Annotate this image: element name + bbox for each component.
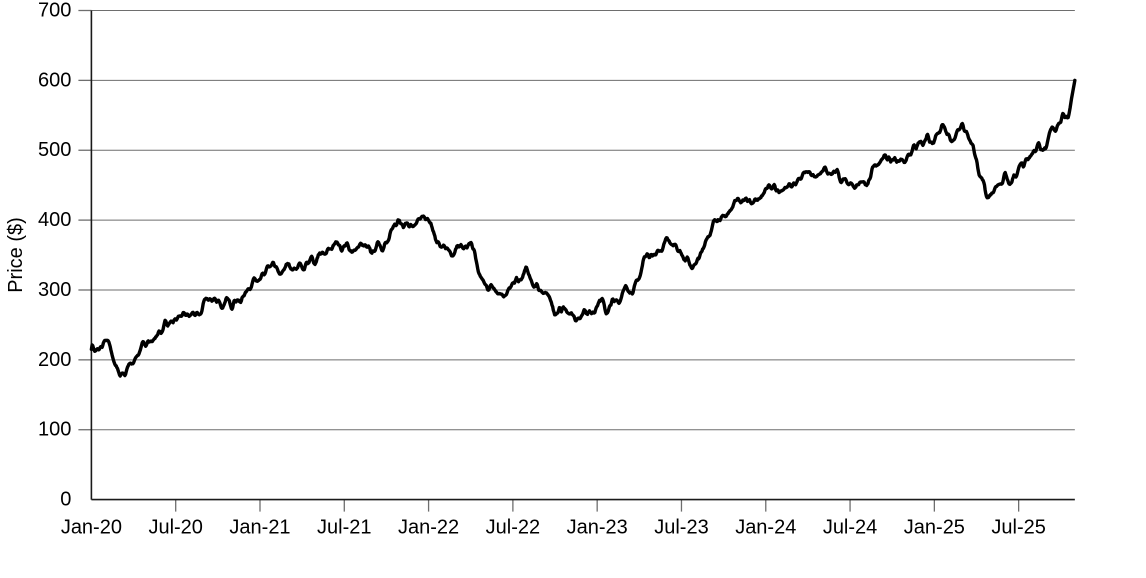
svg-text:400: 400 bbox=[38, 209, 71, 231]
svg-text:0: 0 bbox=[60, 489, 71, 511]
svg-text:Jul-24: Jul-24 bbox=[823, 517, 877, 539]
svg-text:300: 300 bbox=[38, 279, 71, 301]
svg-text:Jan-24: Jan-24 bbox=[735, 517, 796, 539]
svg-text:Jul-23: Jul-23 bbox=[654, 517, 708, 539]
svg-text:200: 200 bbox=[38, 349, 71, 371]
svg-text:Price ($): Price ($) bbox=[5, 217, 27, 293]
svg-text:700: 700 bbox=[38, 0, 71, 22]
svg-text:100: 100 bbox=[38, 419, 71, 441]
svg-text:Jan-25: Jan-25 bbox=[904, 517, 965, 539]
svg-text:Jul-21: Jul-21 bbox=[317, 517, 371, 539]
svg-text:Jul-20: Jul-20 bbox=[148, 517, 202, 539]
svg-text:Jan-23: Jan-23 bbox=[567, 517, 628, 539]
svg-text:Jul-22: Jul-22 bbox=[486, 517, 540, 539]
svg-text:Jul-25: Jul-25 bbox=[991, 517, 1045, 539]
svg-text:600: 600 bbox=[38, 69, 71, 91]
svg-text:Jan-22: Jan-22 bbox=[398, 517, 459, 539]
svg-text:Jan-21: Jan-21 bbox=[229, 517, 290, 539]
svg-text:500: 500 bbox=[38, 139, 71, 161]
svg-text:Jan-20: Jan-20 bbox=[61, 517, 122, 539]
